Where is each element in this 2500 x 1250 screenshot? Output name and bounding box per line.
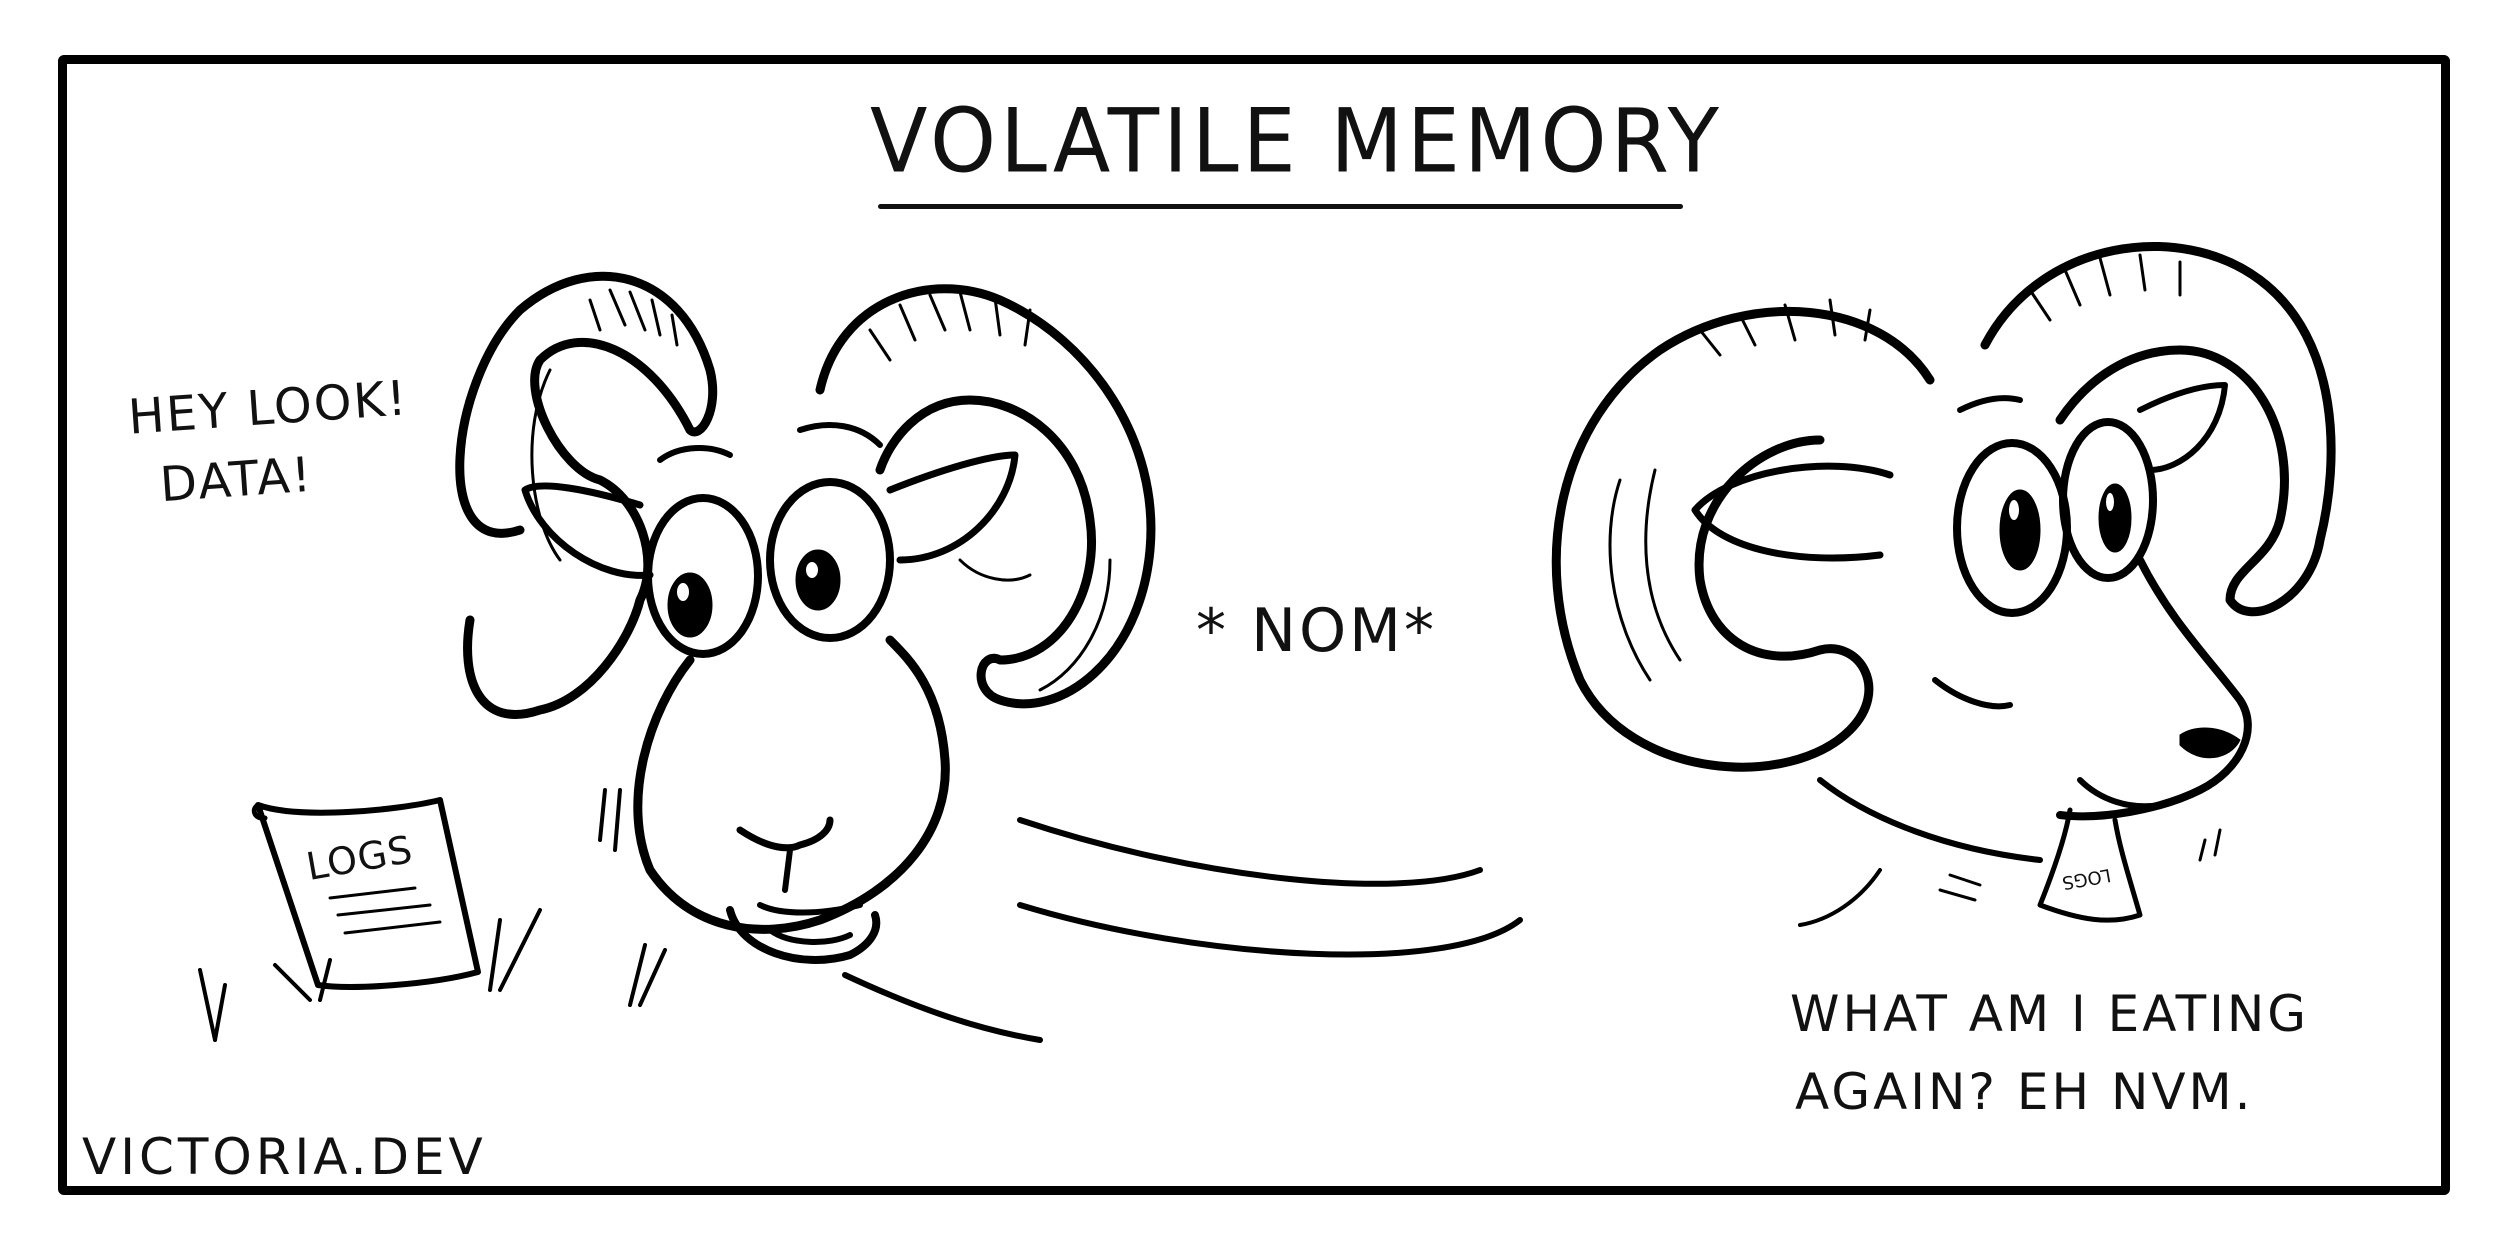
right-ram-eye-right: [2059, 418, 2157, 582]
speech-left-line-2: DATA!: [158, 446, 315, 514]
speech-right-line-1: WHAT AM I EATING: [1790, 985, 2310, 1043]
logs-paper: [251, 797, 481, 990]
right-ram-left-horn: [1551, 306, 1935, 772]
left-ram-illustration: [455, 271, 1523, 1043]
right-ram-muzzle: [1932, 677, 2013, 710]
comic-panel-border: [58, 55, 2450, 1195]
speech-right-line-2: AGAIN? EH NVM.: [1795, 1063, 2254, 1121]
motion-line-upper: [1017, 817, 1483, 887]
right-ram-paper: [2037, 807, 2143, 923]
right-ram-illustration: [1551, 242, 2336, 927]
left-ram-right-horn: [815, 284, 1156, 709]
sound-effect-nom: * NOM*: [1196, 596, 1437, 666]
grass-tufts: [198, 908, 667, 1042]
title-underline: [878, 204, 1683, 209]
left-ram-eye-right: [766, 478, 894, 642]
motion-line-lower: [1017, 902, 1523, 958]
left-ram-muzzle: [633, 635, 950, 934]
comic-title: VOLATILE MEMORY: [870, 89, 1723, 193]
left-ram-left-horn: [455, 271, 718, 719]
artist-signature: VICTORIA.DEV: [82, 1128, 487, 1186]
right-ram-right-horn: [1980, 242, 2336, 617]
left-ram-eye-left: [644, 494, 762, 658]
